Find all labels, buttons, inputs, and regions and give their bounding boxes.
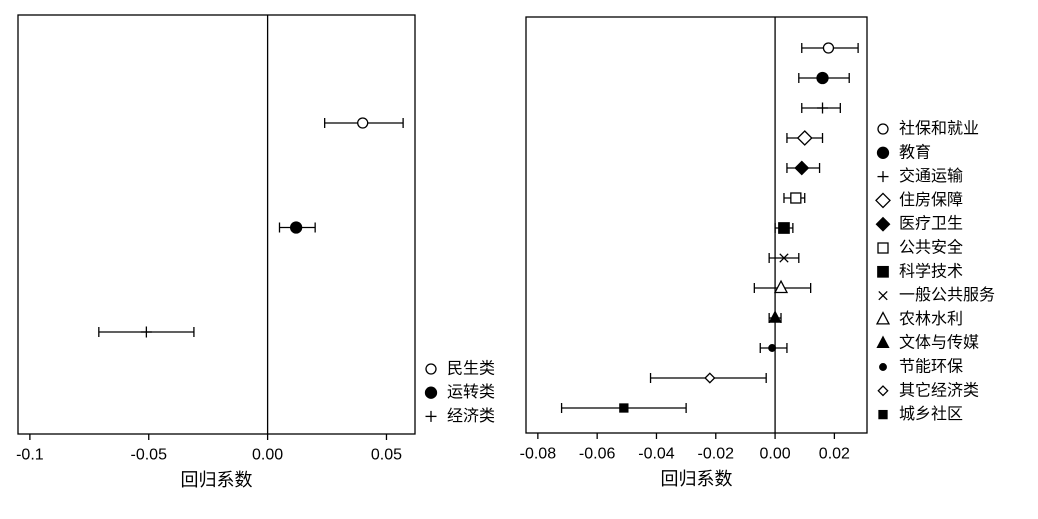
legend-item: 民生类 bbox=[425, 360, 495, 378]
circle-filled-marker-icon bbox=[876, 146, 890, 159]
legend-item: 文体与传媒 bbox=[876, 334, 979, 352]
x-marker-icon bbox=[878, 290, 888, 301]
legend-label: 运转类 bbox=[447, 383, 495, 401]
legend-item: 农林水利 bbox=[875, 310, 963, 328]
square-open-marker-icon bbox=[790, 192, 802, 204]
legend-label: 一般公共服务 bbox=[899, 286, 995, 304]
x-axis-title: 回归系数 bbox=[181, 470, 253, 490]
square-filled-small-marker-icon bbox=[878, 409, 888, 420]
legend-item: 社保和就业 bbox=[877, 120, 979, 138]
legend-label: 农林水利 bbox=[899, 310, 963, 328]
legend-label: 交通运输 bbox=[899, 167, 963, 185]
legend-item: 一般公共服务 bbox=[878, 286, 995, 304]
data-point-row bbox=[768, 253, 800, 263]
x-axis-tick-label: 0.00 bbox=[252, 447, 283, 464]
circle-open-marker-icon bbox=[822, 42, 835, 54]
legend-label: 文体与传媒 bbox=[899, 334, 979, 352]
data-point-row bbox=[774, 222, 794, 234]
x-axis-tick-label: -0.06 bbox=[579, 446, 616, 463]
legend-item: 节能环保 bbox=[879, 358, 963, 376]
data-point-row bbox=[324, 117, 404, 129]
data-point-row bbox=[753, 279, 812, 294]
data-point-row bbox=[786, 160, 821, 176]
legend-item: 城乡社区 bbox=[878, 405, 963, 423]
circle-open-marker-icon bbox=[357, 117, 369, 129]
legend-item: 教育 bbox=[876, 143, 931, 161]
x-axis-tick-label: 0.05 bbox=[371, 447, 402, 464]
triangle-open-marker-icon bbox=[773, 279, 789, 294]
x-axis-title: 回归系数 bbox=[661, 469, 733, 489]
diamond-open-marker-icon bbox=[796, 130, 813, 146]
x-axis-tick-label: -0.02 bbox=[698, 446, 735, 463]
legend-label: 教育 bbox=[899, 143, 931, 161]
legend-label: 城乡社区 bbox=[899, 405, 963, 423]
data-point-row bbox=[798, 71, 850, 85]
diamond-open-marker-icon bbox=[875, 192, 891, 209]
legend-item: 科学技术 bbox=[877, 262, 963, 280]
legend-label: 社保和就业 bbox=[899, 120, 979, 138]
triangle-filled-marker-icon bbox=[876, 335, 890, 348]
legend-item: 住房保障 bbox=[875, 191, 963, 209]
data-point-row bbox=[786, 130, 824, 146]
diamond-open-small-marker-icon bbox=[877, 385, 889, 397]
circle-filled-marker-icon bbox=[289, 221, 303, 234]
x-marker-icon bbox=[779, 253, 789, 263]
legend-item: 运转类 bbox=[424, 383, 495, 401]
plot-box bbox=[525, 16, 868, 434]
data-point-row bbox=[783, 192, 806, 204]
legend-label: 民生类 bbox=[447, 360, 495, 378]
legend-label: 其它经济类 bbox=[899, 381, 979, 399]
square-filled-marker-icon bbox=[778, 222, 790, 234]
legend-item: 交通运输 bbox=[877, 167, 963, 185]
data-point-row bbox=[560, 403, 687, 413]
square-filled-small-marker-icon bbox=[619, 403, 629, 413]
right-forest-plot: -0.08 -0.06 -0.04 -0.02 0.00 0.02 回归系数 社保和就业教育交… bbox=[520, 16, 995, 489]
circle-filled-small-marker-icon bbox=[768, 344, 777, 352]
legend-label: 经济类 bbox=[447, 407, 495, 425]
legend-label: 公共安全 bbox=[899, 239, 963, 257]
legend: 社保和就业教育交通运输住房保障医疗卫生公共安全科学技术一般公共服务农林水利文体与… bbox=[875, 120, 995, 423]
x-axis-tick-label: 0.00 bbox=[760, 446, 791, 463]
x-axis-tick-label: -0.1 bbox=[16, 447, 44, 464]
legend-item: 医疗卫生 bbox=[875, 215, 963, 233]
triangle-open-marker-icon bbox=[875, 311, 891, 325]
data-point-row bbox=[278, 221, 316, 234]
circle-filled-small-marker-icon bbox=[879, 363, 887, 371]
square-open-marker-icon bbox=[877, 242, 889, 254]
diamond-filled-marker-icon bbox=[875, 216, 891, 232]
data-point-row bbox=[759, 343, 788, 353]
x-axis-tick-label: -0.08 bbox=[520, 446, 557, 463]
legend-label: 医疗卫生 bbox=[899, 215, 963, 233]
legend-item: 其它经济类 bbox=[877, 381, 979, 399]
plot-box bbox=[17, 14, 416, 435]
circle-filled-marker-icon bbox=[816, 71, 829, 85]
data-point-row bbox=[98, 326, 195, 338]
x-axis-tick-label: 0.02 bbox=[819, 446, 850, 463]
legend-item: 公共安全 bbox=[877, 239, 963, 257]
data-point-row bbox=[801, 42, 859, 54]
diamond-open-small-marker-icon bbox=[704, 372, 716, 384]
x-axis-tick-label: -0.05 bbox=[131, 447, 168, 464]
data-point-row bbox=[768, 310, 782, 323]
data-point-row bbox=[649, 372, 767, 384]
circle-filled-marker-icon bbox=[424, 386, 438, 399]
circle-open-marker-icon bbox=[877, 123, 889, 135]
triangle-filled-marker-icon bbox=[768, 310, 782, 323]
legend-label: 节能环保 bbox=[899, 358, 963, 376]
legend-label: 住房保障 bbox=[899, 191, 963, 209]
circle-open-marker-icon bbox=[425, 363, 437, 375]
legend-item: 经济类 bbox=[425, 407, 495, 425]
legend-label: 科学技术 bbox=[899, 262, 963, 280]
square-filled-marker-icon bbox=[877, 265, 889, 278]
x-axis-tick-label: -0.04 bbox=[638, 446, 675, 463]
diamond-filled-marker-icon bbox=[794, 160, 810, 176]
data-point-row bbox=[801, 102, 841, 114]
